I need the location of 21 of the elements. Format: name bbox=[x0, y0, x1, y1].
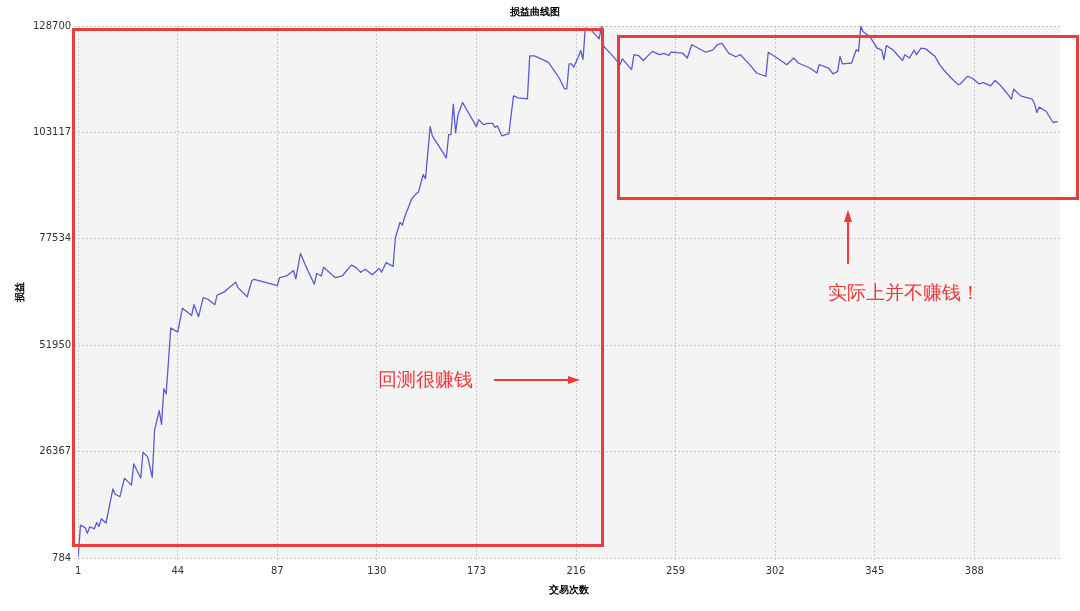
x-tick-label: 345 bbox=[865, 564, 885, 576]
y-tick-label: 128700 bbox=[32, 19, 72, 31]
chart-title: 损益曲线图 bbox=[509, 5, 560, 17]
x-tick-label: 259 bbox=[666, 564, 686, 576]
y-axis-title: 损益 bbox=[13, 282, 25, 303]
y-tick-label: 77534 bbox=[39, 232, 72, 244]
annotation: 实际上并不赚钱！ bbox=[828, 280, 980, 305]
y-tick-label: 103117 bbox=[32, 125, 72, 137]
x-tick-label: 1 bbox=[74, 564, 82, 576]
x-tick-label: 302 bbox=[765, 564, 785, 576]
y-tick-label: 26367 bbox=[39, 445, 72, 457]
y-tick-label: 51950 bbox=[39, 338, 72, 350]
x-tick-label: 216 bbox=[566, 564, 586, 576]
x-tick-label: 130 bbox=[367, 564, 387, 576]
x-tick-label: 173 bbox=[466, 564, 487, 576]
annotation: 回测很赚钱 bbox=[378, 367, 473, 392]
x-tick-label: 44 bbox=[171, 564, 185, 576]
x-axis-title: 交易次数 bbox=[548, 583, 591, 595]
y-tick-label: 784 bbox=[52, 551, 72, 563]
x-tick-label: 388 bbox=[964, 564, 984, 576]
x-tick-label: 87 bbox=[270, 564, 284, 576]
